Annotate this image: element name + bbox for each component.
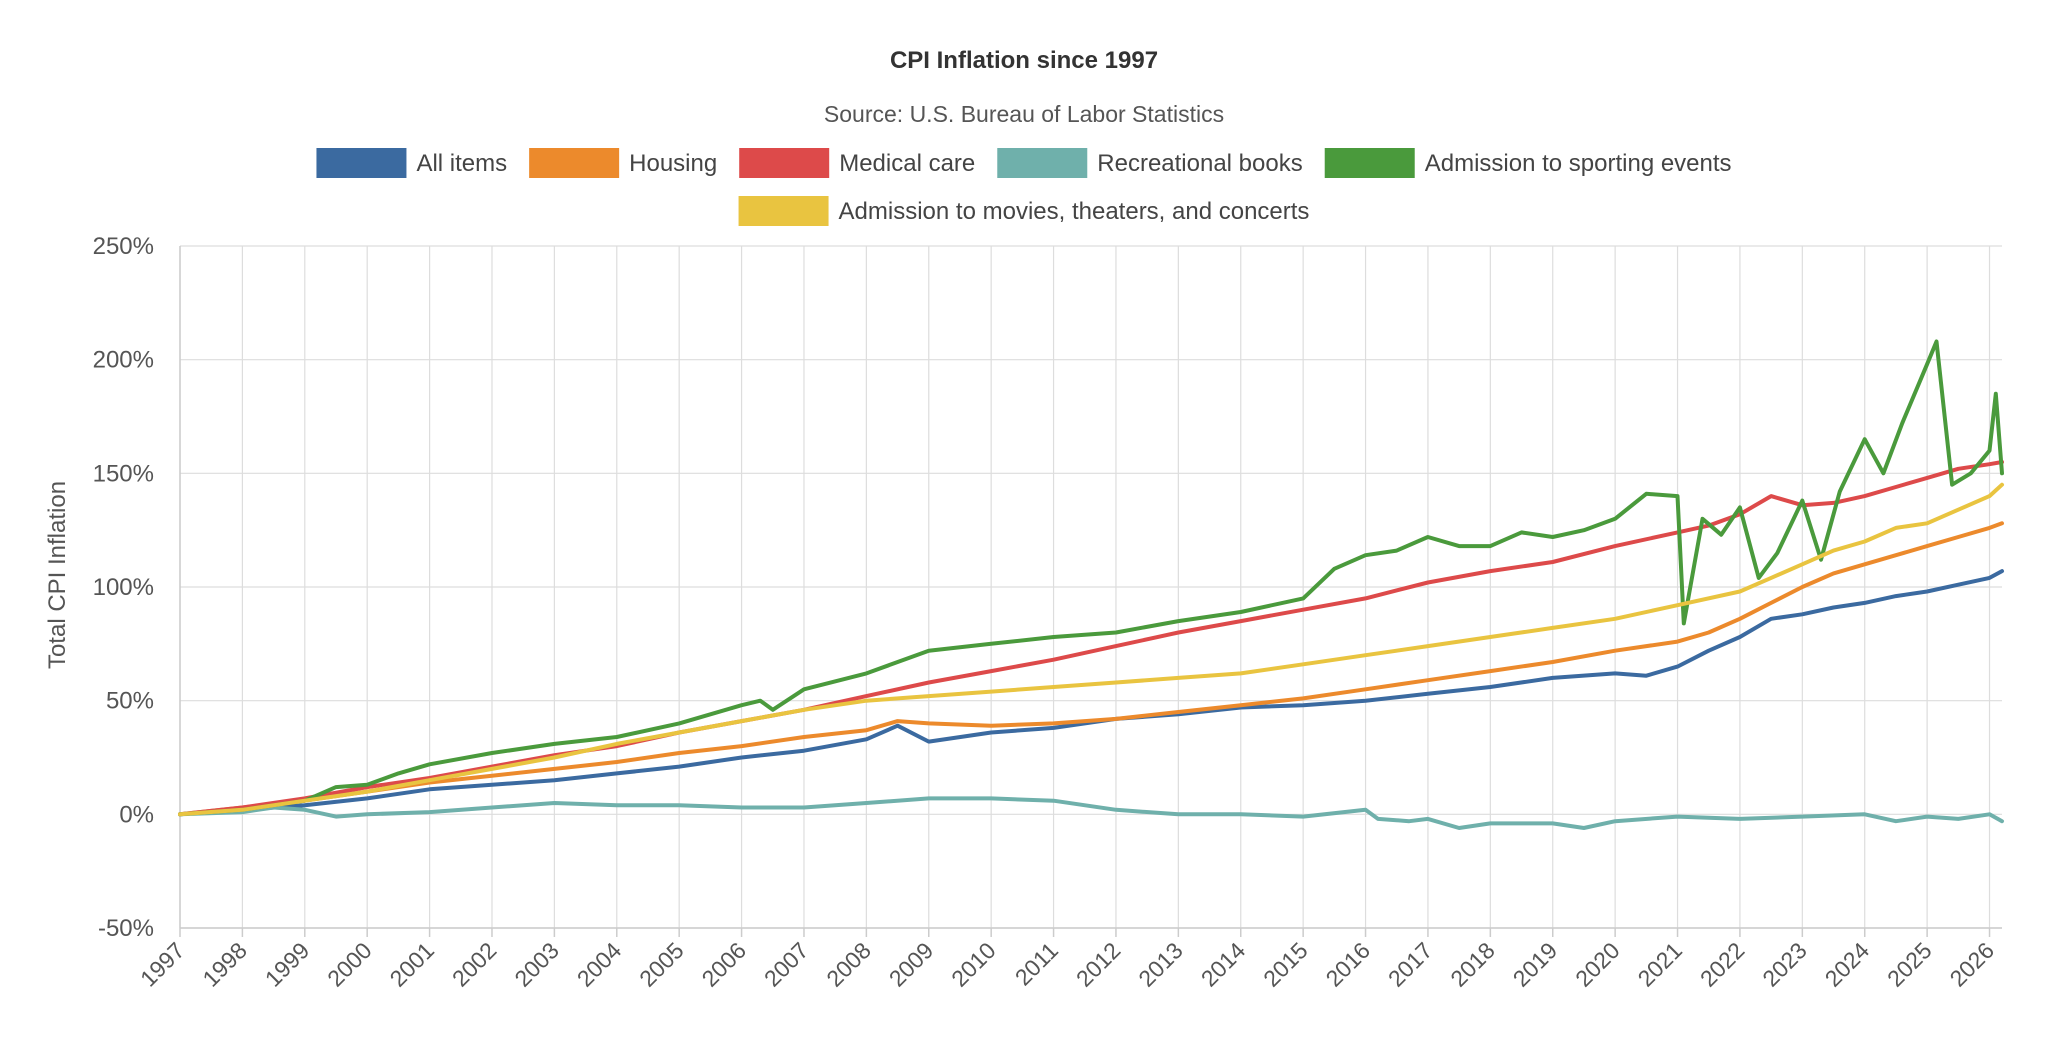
x-tick-label: 2008 — [821, 937, 876, 992]
series-line — [178, 521, 2004, 817]
grid — [179, 245, 2002, 929]
legend-swatch — [1324, 148, 1415, 178]
x-tick-label: 2004 — [572, 937, 627, 992]
legend-item[interactable]: Admission to movies, theaters, and conce… — [738, 196, 1310, 226]
legend-swatch — [529, 148, 620, 178]
y-tick-label: 200% — [93, 347, 154, 374]
x-tick-label: 2017 — [1383, 937, 1438, 992]
legend-swatch — [738, 196, 829, 226]
x-tick-label: 2003 — [509, 937, 564, 992]
y-tick-label: -50% — [98, 915, 154, 942]
x-tick-label: 2010 — [946, 937, 1001, 992]
x-tick-label: 2005 — [634, 937, 689, 992]
x-tick-label: 2009 — [884, 937, 939, 992]
x-tick-label: 2020 — [1570, 937, 1625, 992]
series-lines — [178, 339, 2004, 830]
y-tick-label: 50% — [106, 688, 154, 715]
y-tick-label: 100% — [93, 574, 154, 601]
x-tick-label: 2014 — [1196, 937, 1251, 992]
x-tick-label: 2011 — [1010, 937, 1063, 990]
y-tick-label: 150% — [93, 460, 154, 487]
legend: All items Housing Medical care Recreational… — [316, 148, 1732, 226]
x-tick-label: 2007 — [759, 937, 814, 992]
x-tick-label: 2021 — [1633, 937, 1688, 992]
y-tick-label: 250% — [93, 233, 154, 260]
legend-item[interactable]: Housing — [529, 148, 717, 178]
axes: -50%0%50%100%150%200%250%1997 1998 1999 200… — [93, 233, 2002, 992]
x-tick-label: 1997 — [135, 937, 190, 992]
legend-swatch — [739, 148, 830, 178]
chart-title: CPI Inflation since 1997 — [890, 47, 1158, 74]
x-tick-label: 1999 — [260, 937, 315, 992]
series-line — [178, 569, 2004, 817]
x-tick-label: 2002 — [447, 937, 502, 992]
x-tick-label: 2013 — [1133, 937, 1188, 992]
x-tick-label: 2023 — [1757, 937, 1812, 992]
legend-item[interactable]: Recreational books — [997, 148, 1303, 178]
y-tick-label: 0% — [119, 801, 154, 828]
x-tick-label: 2006 — [697, 937, 752, 992]
legend-label: Housing — [629, 150, 717, 177]
x-tick-label: 1998 — [197, 937, 252, 992]
y-axis-label: Total CPI Inflation — [44, 481, 71, 669]
x-tick-label: 2018 — [1445, 937, 1500, 992]
legend-label: Admission to movies, theaters, and conce… — [839, 198, 1310, 225]
legend-label: All items — [416, 150, 507, 177]
x-tick-label: 2026 — [1944, 937, 1999, 992]
x-tick-label: 2024 — [1820, 937, 1875, 992]
series-line — [178, 482, 2004, 817]
legend-item[interactable]: Medical care — [739, 148, 975, 178]
legend-item[interactable]: All items — [316, 148, 507, 178]
chart-subtitle: Source: U.S. Bureau of Labor Statistics — [824, 101, 1224, 127]
series-line — [178, 339, 2004, 817]
x-tick-label: 2012 — [1071, 937, 1126, 992]
x-tick-label: 2025 — [1882, 937, 1937, 992]
x-tick-label: 2022 — [1695, 937, 1750, 992]
x-tick-label: 2016 — [1321, 937, 1376, 992]
series-line — [178, 796, 2004, 830]
legend-swatch — [997, 148, 1088, 178]
x-tick-label: 2001 — [385, 937, 440, 992]
x-tick-label: 2019 — [1508, 937, 1563, 992]
x-tick-label: 2000 — [322, 937, 377, 992]
legend-swatch — [316, 148, 407, 178]
legend-item[interactable]: Admission to sporting events — [1324, 148, 1732, 178]
legend-label: Recreational books — [1097, 150, 1302, 177]
legend-label: Admission to sporting events — [1425, 150, 1732, 177]
legend-label: Medical care — [839, 150, 975, 177]
x-tick-label: 2015 — [1258, 937, 1313, 992]
